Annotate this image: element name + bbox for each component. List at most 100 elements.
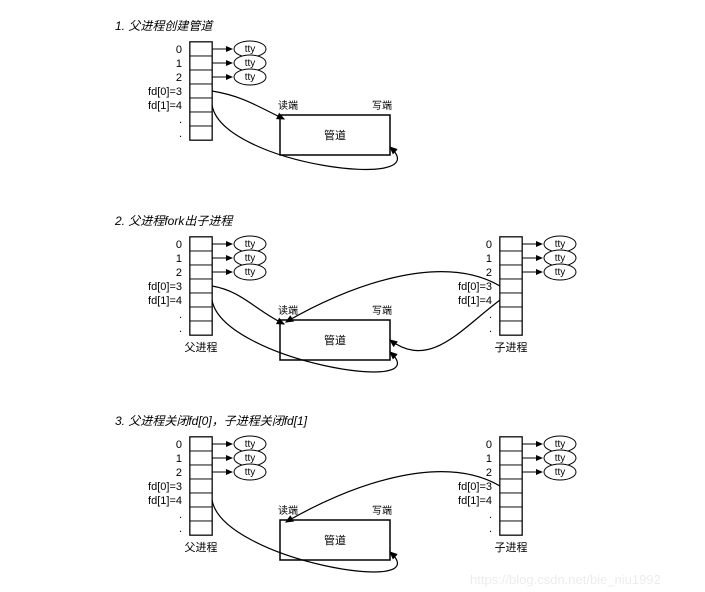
fd-cell bbox=[500, 307, 522, 321]
fd-cell bbox=[500, 521, 522, 535]
svg-text:管道: 管道 bbox=[324, 533, 346, 547]
svg-text:fd[1]=4: fd[1]=4 bbox=[148, 495, 182, 507]
svg-text:读端: 读端 bbox=[278, 304, 298, 317]
fd-cell bbox=[190, 507, 212, 521]
svg-text:0: 0 bbox=[486, 239, 492, 251]
svg-text:.: . bbox=[179, 509, 182, 521]
fd-cell bbox=[500, 507, 522, 521]
svg-text:tty: tty bbox=[555, 467, 566, 478]
svg-text:写端: 写端 bbox=[372, 99, 392, 112]
fd-cell bbox=[500, 437, 522, 451]
fd-cell bbox=[500, 465, 522, 479]
svg-text:子进程: 子进程 bbox=[495, 341, 528, 354]
fd-cell bbox=[190, 279, 212, 293]
svg-text:管道: 管道 bbox=[324, 333, 346, 347]
svg-text:tty: tty bbox=[555, 239, 566, 250]
svg-text:.: . bbox=[489, 309, 492, 321]
fd-cell bbox=[500, 321, 522, 335]
svg-text:父进程: 父进程 bbox=[185, 541, 218, 554]
fd-cell bbox=[190, 84, 212, 98]
section-title: 1. 父进程创建管道 bbox=[115, 19, 214, 33]
svg-text:子进程: 子进程 bbox=[495, 541, 528, 554]
svg-text:1: 1 bbox=[176, 453, 182, 465]
svg-text:写端: 写端 bbox=[372, 304, 392, 317]
svg-text:tty: tty bbox=[245, 439, 256, 450]
svg-text:tty: tty bbox=[245, 453, 256, 464]
fd-cell bbox=[500, 479, 522, 493]
fd-cell bbox=[190, 479, 212, 493]
svg-text:.: . bbox=[489, 323, 492, 335]
svg-text:tty: tty bbox=[245, 44, 256, 55]
fd-cell bbox=[500, 265, 522, 279]
svg-text:.: . bbox=[489, 523, 492, 535]
child-write-arrow bbox=[390, 300, 500, 351]
svg-text:tty: tty bbox=[245, 239, 256, 250]
svg-text:fd[1]=4: fd[1]=4 bbox=[148, 295, 182, 307]
svg-text:tty: tty bbox=[555, 439, 566, 450]
fd-cell bbox=[190, 98, 212, 112]
svg-text:0: 0 bbox=[176, 239, 182, 251]
svg-text:tty: tty bbox=[245, 467, 256, 478]
svg-text:管道: 管道 bbox=[324, 128, 346, 142]
svg-text:读端: 读端 bbox=[278, 99, 298, 112]
fd-cell bbox=[190, 521, 212, 535]
svg-text:.: . bbox=[489, 509, 492, 521]
fd-cell bbox=[190, 293, 212, 307]
svg-text:fd[1]=4: fd[1]=4 bbox=[148, 100, 182, 112]
svg-text:2: 2 bbox=[486, 267, 492, 279]
fd-cell bbox=[500, 279, 522, 293]
svg-text:读端: 读端 bbox=[278, 504, 298, 517]
fd-cell bbox=[500, 493, 522, 507]
svg-text:1: 1 bbox=[486, 253, 492, 265]
svg-text:2: 2 bbox=[176, 467, 182, 479]
svg-text:fd[0]=3: fd[0]=3 bbox=[148, 86, 182, 98]
fd-cell bbox=[190, 265, 212, 279]
diagram-canvas: 1. 父进程创建管道 0 tty 1 tty 2 tty fd[0]=3 fd[1]=4.. 管道… bbox=[0, 0, 705, 587]
svg-text:fd[0]=3: fd[0]=3 bbox=[458, 481, 492, 493]
fd-cell bbox=[190, 70, 212, 84]
svg-text:1: 1 bbox=[486, 453, 492, 465]
section-title: 2. 父进程fork出子进程 bbox=[114, 214, 234, 228]
svg-text:父进程: 父进程 bbox=[185, 341, 218, 354]
parent-read-arrow bbox=[212, 286, 284, 324]
svg-text:2: 2 bbox=[486, 467, 492, 479]
svg-text:fd[0]=3: fd[0]=3 bbox=[148, 281, 182, 293]
fd-cell bbox=[190, 56, 212, 70]
svg-text:fd[1]=4: fd[1]=4 bbox=[458, 295, 492, 307]
fd-cell bbox=[190, 112, 212, 126]
svg-text:0: 0 bbox=[176, 44, 182, 56]
fd-cell bbox=[500, 293, 522, 307]
svg-text:tty: tty bbox=[245, 253, 256, 264]
fd-cell bbox=[190, 237, 212, 251]
svg-text:tty: tty bbox=[555, 253, 566, 264]
svg-text:fd[0]=3: fd[0]=3 bbox=[148, 481, 182, 493]
fd-cell bbox=[190, 251, 212, 265]
fd-cell bbox=[190, 465, 212, 479]
fd-cell bbox=[190, 126, 212, 140]
svg-text:fd[0]=3: fd[0]=3 bbox=[458, 281, 492, 293]
svg-text:tty: tty bbox=[555, 267, 566, 278]
svg-text:写端: 写端 bbox=[372, 504, 392, 517]
parent-read-arrow bbox=[212, 91, 284, 119]
fd-cell bbox=[500, 251, 522, 265]
svg-text:tty: tty bbox=[555, 453, 566, 464]
svg-text:1: 1 bbox=[176, 58, 182, 70]
fd-cell bbox=[500, 451, 522, 465]
svg-text:.: . bbox=[179, 323, 182, 335]
svg-text:.: . bbox=[179, 523, 182, 535]
fd-cell bbox=[190, 493, 212, 507]
svg-text:.: . bbox=[179, 114, 182, 126]
svg-text:.: . bbox=[179, 309, 182, 321]
fd-cell bbox=[190, 307, 212, 321]
fd-cell bbox=[190, 437, 212, 451]
fd-cell bbox=[190, 42, 212, 56]
fd-cell bbox=[190, 321, 212, 335]
svg-text:2: 2 bbox=[176, 267, 182, 279]
fd-cell bbox=[190, 451, 212, 465]
svg-text:0: 0 bbox=[486, 439, 492, 451]
svg-text:1: 1 bbox=[176, 253, 182, 265]
svg-text:fd[1]=4: fd[1]=4 bbox=[458, 495, 492, 507]
fd-cell bbox=[500, 237, 522, 251]
section-title: 3. 父进程关闭fd[0]，子进程关闭fd[1] bbox=[115, 414, 308, 428]
svg-text:tty: tty bbox=[245, 72, 256, 83]
